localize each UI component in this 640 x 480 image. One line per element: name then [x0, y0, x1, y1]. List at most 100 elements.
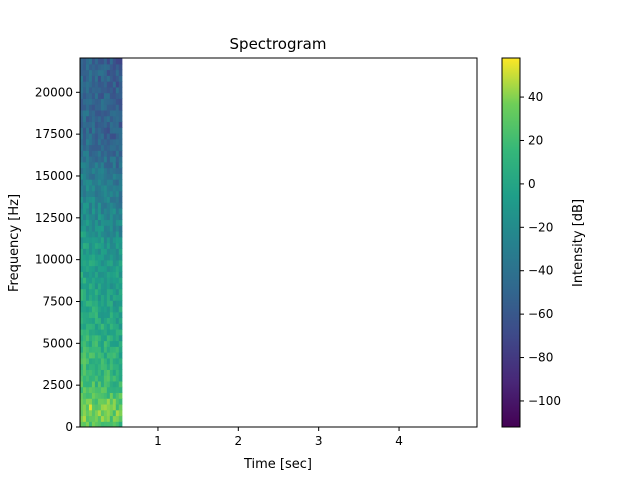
- spectrogram-cell: [109, 69, 114, 76]
- spectrogram-cell: [106, 294, 111, 301]
- spectrogram-cell: [85, 328, 90, 336]
- spectrogram-cell: [82, 109, 87, 117]
- spectrogram-cell: [94, 415, 99, 422]
- spectrogram-cell: [106, 254, 111, 261]
- spectrogram-cell: [82, 271, 87, 278]
- spectrogram-cell: [88, 357, 93, 365]
- spectrogram-cell: [118, 323, 123, 330]
- spectrogram-cell: [115, 156, 120, 163]
- spectrogram-cell: [100, 369, 105, 376]
- spectrogram-cell: [80, 230, 84, 238]
- spectrogram-cell: [106, 346, 111, 353]
- spectrogram-cell: [91, 294, 96, 301]
- spectrogram-cell: [109, 115, 114, 123]
- spectrogram-cell: [103, 213, 108, 221]
- spectrogram-cell: [85, 421, 90, 427]
- spectrogram-cell: [88, 409, 93, 417]
- spectrogram-cell: [85, 127, 90, 134]
- spectrogram-cell: [94, 282, 99, 290]
- spectrogram-cell: [100, 115, 105, 123]
- spectrogram-cell: [112, 86, 117, 94]
- spectrogram-cell: [106, 277, 111, 284]
- spectrogram-cell: [103, 363, 108, 370]
- spectrogram-cell: [106, 317, 111, 324]
- spectrogram-cell: [115, 294, 120, 301]
- spectrogram-cell: [85, 242, 90, 249]
- spectrogram-cell: [97, 265, 102, 272]
- spectrogram-cell: [97, 398, 102, 405]
- spectrogram-cell: [85, 190, 90, 197]
- spectrogram-cell: [82, 386, 87, 394]
- spectrogram-cell: [82, 127, 87, 134]
- spectrogram-cell: [106, 340, 111, 347]
- spectrogram-cell: [115, 132, 120, 140]
- spectrogram-cell: [97, 156, 102, 163]
- spectrogram-cell: [80, 398, 84, 405]
- spectrogram-cell: [115, 92, 120, 99]
- spectrogram-cell: [103, 127, 108, 134]
- spectrogram-cell: [91, 219, 96, 226]
- spectrogram-cell: [91, 392, 96, 399]
- spectrogram-cell: [106, 421, 111, 427]
- spectrogram-cell: [80, 144, 84, 151]
- spectrogram-cell: [115, 311, 120, 319]
- spectrogram-cell: [94, 328, 99, 336]
- spectrogram-cell: [91, 236, 96, 244]
- spectrogram-cell: [97, 236, 102, 244]
- spectrogram-cell: [100, 196, 105, 203]
- spectrogram-cell: [94, 161, 99, 169]
- spectrogram-cell: [85, 254, 90, 261]
- spectrogram-cell: [94, 75, 99, 82]
- spectrogram-cell: [97, 392, 102, 399]
- spectrogram-cell: [85, 63, 90, 71]
- spectrogram-cell: [97, 294, 102, 301]
- spectrogram-cell: [100, 167, 105, 174]
- spectrogram-cell: [85, 311, 90, 319]
- x-axis-label: Time [sec]: [243, 457, 312, 472]
- spectrogram-cell: [97, 415, 102, 422]
- spectrogram-cell: [115, 282, 120, 290]
- spectrogram-cell: [97, 317, 102, 324]
- spectrogram-cell: [85, 81, 90, 88]
- spectrogram-cell: [88, 121, 93, 128]
- spectrogram-cell: [112, 109, 117, 117]
- x-axis-ticks: 1 2 3 4: [154, 427, 403, 448]
- spectrogram-cell: [80, 167, 84, 174]
- spectrogram-cell: [115, 144, 120, 151]
- spectrogram-cell: [103, 132, 108, 140]
- spectrogram-cell: [112, 305, 117, 313]
- spectrogram-cell: [112, 225, 117, 232]
- spectrogram-cell: [112, 317, 117, 324]
- spectrogram-cell: [88, 144, 93, 151]
- spectrogram-cell: [118, 98, 123, 105]
- spectrogram-cell: [82, 392, 87, 399]
- spectrogram-cell: [106, 352, 111, 359]
- spectrogram-cell: [109, 421, 114, 427]
- y-axis-ticks: 0 2500 5000 7500 10000 12500 15000 17500 20000: [35, 85, 80, 434]
- spectrogram-cell: [82, 375, 87, 382]
- spectrogram-cell: [115, 115, 120, 123]
- spectrogram-cell: [91, 323, 96, 330]
- y-tick-label: 15000: [35, 169, 73, 183]
- spectrogram-cell: [82, 415, 87, 422]
- spectrogram-cell: [100, 415, 105, 422]
- spectrogram-cell: [97, 104, 102, 111]
- spectrogram-cell: [103, 248, 108, 255]
- spectrogram-cell: [118, 132, 123, 140]
- spectrogram-cell: [118, 357, 123, 365]
- spectrogram-cell: [118, 403, 123, 411]
- spectrogram-cell: [88, 69, 93, 76]
- spectrogram-cell: [112, 144, 117, 151]
- spectrogram-cell: [115, 230, 120, 238]
- spectrogram-cell: [118, 259, 123, 267]
- spectrogram-cell: [109, 265, 114, 272]
- spectrogram-cell: [82, 104, 87, 111]
- spectrogram-cell: [112, 150, 117, 157]
- spectrogram-cell: [85, 380, 90, 388]
- spectrogram-cell: [118, 109, 123, 117]
- spectrogram-cell: [118, 219, 123, 226]
- spectrogram-cell: [109, 346, 114, 353]
- spectrogram-cell: [115, 207, 120, 215]
- spectrogram-cell: [85, 196, 90, 203]
- spectrogram-cell: [100, 121, 105, 128]
